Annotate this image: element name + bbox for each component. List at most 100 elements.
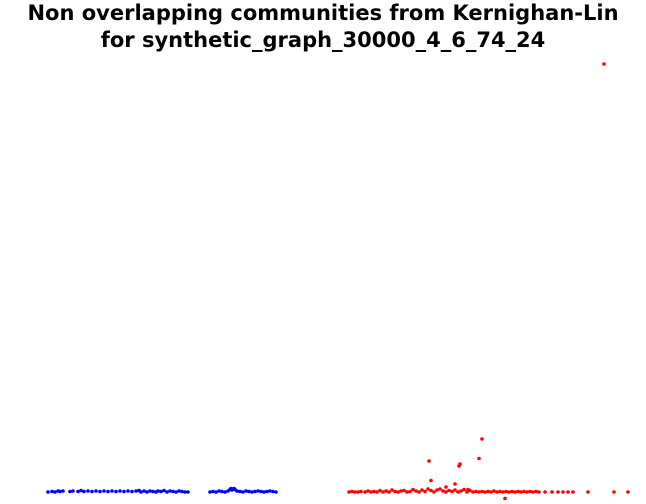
data-point bbox=[402, 488, 406, 493]
data-point bbox=[462, 487, 466, 492]
data-point bbox=[58, 489, 62, 494]
data-point bbox=[453, 488, 457, 492]
data-point bbox=[477, 490, 481, 494]
data-point bbox=[53, 490, 57, 494]
data-point bbox=[68, 489, 72, 494]
data-point bbox=[268, 489, 272, 493]
data-point bbox=[134, 489, 138, 493]
data-point bbox=[459, 489, 463, 493]
data-point bbox=[235, 489, 239, 493]
data-point bbox=[543, 490, 547, 494]
data-point bbox=[259, 489, 263, 494]
data-point bbox=[369, 490, 373, 494]
data-point bbox=[76, 489, 80, 494]
data-point bbox=[171, 489, 175, 494]
data-point bbox=[247, 489, 251, 494]
data-point bbox=[217, 489, 221, 493]
data-point bbox=[405, 490, 409, 494]
data-point bbox=[174, 490, 178, 494]
data-point bbox=[522, 489, 526, 494]
data-point bbox=[139, 490, 143, 494]
data-point bbox=[262, 490, 266, 494]
data-point bbox=[531, 490, 535, 494]
data-point bbox=[156, 489, 160, 493]
data-point bbox=[602, 62, 606, 66]
data-point bbox=[612, 490, 616, 494]
data-point bbox=[71, 489, 75, 493]
data-point bbox=[145, 490, 149, 494]
data-point bbox=[114, 489, 118, 494]
data-point bbox=[417, 490, 421, 494]
data-point bbox=[244, 489, 248, 493]
data-point bbox=[61, 489, 65, 493]
data-point bbox=[537, 490, 541, 494]
data-point bbox=[165, 490, 169, 494]
data-point bbox=[393, 489, 397, 494]
data-point bbox=[183, 490, 187, 494]
data-point bbox=[214, 490, 218, 494]
data-point bbox=[501, 490, 505, 494]
data-point bbox=[256, 489, 260, 493]
data-point bbox=[561, 490, 565, 494]
data-point bbox=[495, 490, 499, 494]
data-point bbox=[504, 489, 508, 494]
data-point bbox=[356, 490, 360, 494]
data-point bbox=[122, 489, 126, 494]
data-point bbox=[148, 489, 152, 493]
data-point bbox=[528, 489, 532, 494]
data-point bbox=[130, 489, 134, 494]
data-point bbox=[429, 488, 433, 493]
data-point bbox=[507, 490, 511, 494]
data-point bbox=[86, 489, 90, 493]
data-point bbox=[359, 489, 363, 494]
data-point bbox=[106, 489, 110, 494]
data-point bbox=[378, 488, 382, 493]
data-point bbox=[453, 482, 457, 486]
data-point bbox=[483, 490, 487, 494]
data-point bbox=[238, 489, 242, 494]
data-point bbox=[444, 485, 448, 489]
data-point bbox=[423, 489, 427, 494]
data-point bbox=[223, 490, 227, 494]
data-point bbox=[510, 489, 514, 494]
data-point bbox=[571, 490, 575, 494]
data-point bbox=[411, 487, 415, 492]
chart-title-line-2: for synthetic_graph_30000_4_6_74_24 bbox=[100, 28, 546, 52]
points-layer bbox=[46, 62, 630, 501]
data-point bbox=[186, 490, 190, 494]
data-point bbox=[534, 489, 538, 494]
data-point bbox=[626, 490, 630, 494]
data-point bbox=[466, 487, 470, 492]
chart-title-line-1: Non overlapping communities from Kernigh… bbox=[27, 1, 619, 25]
data-point bbox=[265, 489, 269, 494]
data-point bbox=[435, 488, 439, 492]
data-point bbox=[408, 489, 412, 494]
data-point bbox=[480, 489, 484, 494]
data-point bbox=[432, 490, 436, 494]
data-point bbox=[458, 462, 462, 466]
data-point bbox=[253, 489, 257, 494]
data-point bbox=[513, 490, 517, 494]
data-point bbox=[211, 489, 215, 494]
data-point bbox=[98, 489, 102, 494]
data-point bbox=[498, 489, 502, 494]
data-point bbox=[550, 490, 554, 494]
data-point bbox=[447, 488, 451, 493]
data-point bbox=[390, 488, 394, 492]
data-point bbox=[381, 490, 385, 494]
data-point bbox=[586, 490, 590, 494]
data-point bbox=[492, 489, 496, 493]
data-point bbox=[142, 489, 146, 493]
data-point bbox=[444, 490, 448, 494]
data-point bbox=[180, 489, 184, 494]
chart-title: Non overlapping communities from Kernigh… bbox=[0, 0, 646, 54]
data-point bbox=[399, 489, 403, 493]
data-point bbox=[350, 489, 354, 494]
data-point bbox=[118, 489, 122, 493]
data-point bbox=[372, 489, 376, 494]
data-point bbox=[79, 488, 83, 493]
data-point bbox=[477, 456, 481, 461]
data-point bbox=[90, 489, 94, 494]
data-point bbox=[387, 490, 391, 494]
